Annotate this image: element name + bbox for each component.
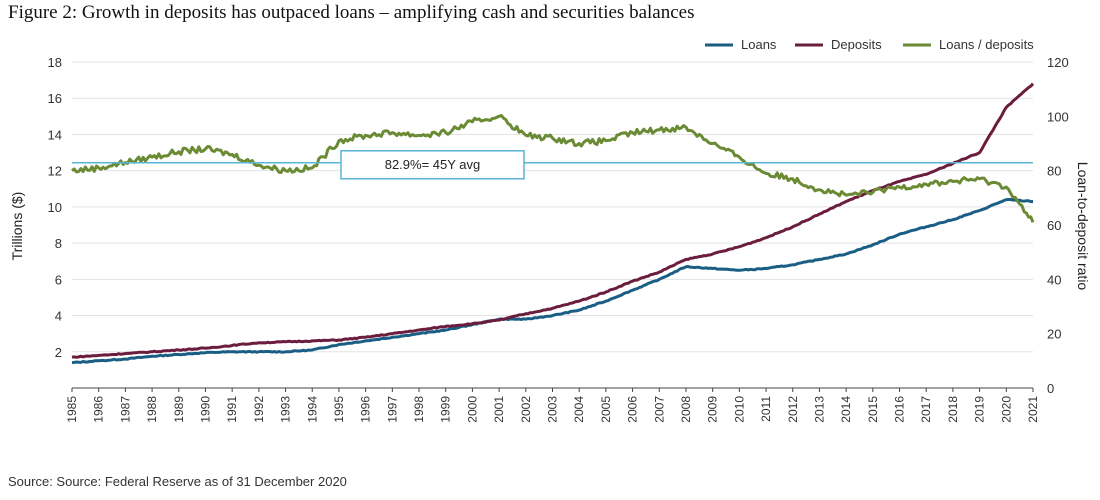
x-tick-label: 2014 (839, 396, 853, 423)
legend-label-ratio: Loans / deposits (939, 37, 1034, 52)
line-chart: Loans Deposits Loans / deposits 2 4 6 8 10 12… (9, 37, 1091, 423)
x-tick-label: 1991 (225, 396, 239, 423)
y-tick-right: 80 (1047, 164, 1061, 179)
x-tick-label: 2003 (546, 396, 560, 423)
reference-label-box (340, 150, 525, 180)
x-tick-label: 2021 (1026, 396, 1040, 423)
legend-label-loans: Loans (741, 37, 777, 52)
x-tick-label: 2012 (786, 396, 800, 423)
reference-label: 82.9%= 45Y avg (385, 157, 481, 172)
legend: Loans Deposits Loans / deposits (705, 37, 1034, 52)
x-tick-label: 2018 (946, 396, 960, 423)
x-tick-label: 2011 (759, 396, 773, 422)
series-line-loans-deposits (71, 114, 1035, 223)
x-tick-label: 1985 (65, 396, 79, 423)
y-tick-left: 10 (48, 200, 62, 215)
y-tick-left: 2 (55, 345, 62, 360)
x-tick-label: 2005 (599, 396, 613, 423)
y-tick-right: 20 (1047, 327, 1061, 342)
x-tick-label: 2017 (919, 396, 933, 423)
chart-title: Figure 2: Growth in deposits has outpace… (8, 2, 695, 23)
x-tick-label: 1986 (92, 396, 106, 423)
series-line-loans (71, 198, 1034, 365)
x-tick-label: 1994 (305, 396, 319, 423)
x-tick-label: 2019 (973, 396, 987, 423)
axes: 2 4 6 8 10 12 14 16 18 0 20 40 60 80 100 120 1985 1986 198… (48, 55, 1069, 423)
series (71, 82, 1035, 365)
y-tick-right: 40 (1047, 272, 1061, 287)
x-tick-label: 2008 (679, 396, 693, 423)
reference-line-group: 82.9%= 45Y avg (72, 150, 1033, 180)
y-tick-left: 18 (48, 55, 62, 70)
y-tick-left: 8 (55, 236, 62, 251)
y-tick-right: 0 (1047, 381, 1054, 396)
x-tick-label: 2013 (812, 396, 826, 423)
x-tick-label: 2000 (465, 396, 479, 423)
x-tick-label: 2006 (626, 396, 640, 423)
y-tick-right: 60 (1047, 218, 1061, 233)
legend-label-deposits: Deposits (831, 37, 882, 52)
x-tick-label: 2010 (732, 396, 746, 423)
x-tick-label: 2020 (999, 396, 1013, 423)
x-tick-label: 1996 (359, 396, 373, 423)
source-note: Source: Source: Federal Reserve as of 31… (8, 474, 347, 489)
x-tick-label: 2015 (866, 396, 880, 423)
x-tick-label: 2001 (492, 396, 506, 423)
x-tick-label: 1997 (385, 396, 399, 423)
x-tick-label: 2007 (652, 396, 666, 423)
y-axis-right-label: Loan-to-deposit ratio (1075, 162, 1091, 291)
grid (72, 61, 1033, 353)
y-tick-left: 12 (48, 164, 62, 179)
x-tick-label: 2016 (893, 396, 907, 423)
x-tick-label: 1989 (172, 396, 186, 423)
x-tick-label: 2009 (706, 396, 720, 423)
x-tick-label: 1999 (439, 396, 453, 423)
x-tick-label: 1992 (252, 396, 266, 423)
y-tick-left: 6 (55, 272, 62, 287)
x-tick-label: 1990 (198, 396, 212, 423)
y-tick-left: 14 (48, 127, 62, 142)
x-tick-label: 1988 (145, 396, 159, 423)
y-tick-left: 4 (55, 309, 62, 324)
x-tick-label: 1995 (332, 396, 346, 423)
x-tick-label: 2004 (572, 396, 586, 423)
x-tick-label: 1993 (279, 396, 293, 423)
y-tick-left: 16 (48, 91, 62, 106)
y-tick-right: 120 (1047, 55, 1069, 70)
y-tick-right: 100 (1047, 109, 1069, 124)
x-tick-label: 2002 (519, 396, 533, 423)
y-axis-left-label: Trillions ($) (9, 192, 25, 261)
x-tick-label: 1987 (118, 396, 132, 423)
x-tick-label: 1998 (412, 396, 426, 423)
